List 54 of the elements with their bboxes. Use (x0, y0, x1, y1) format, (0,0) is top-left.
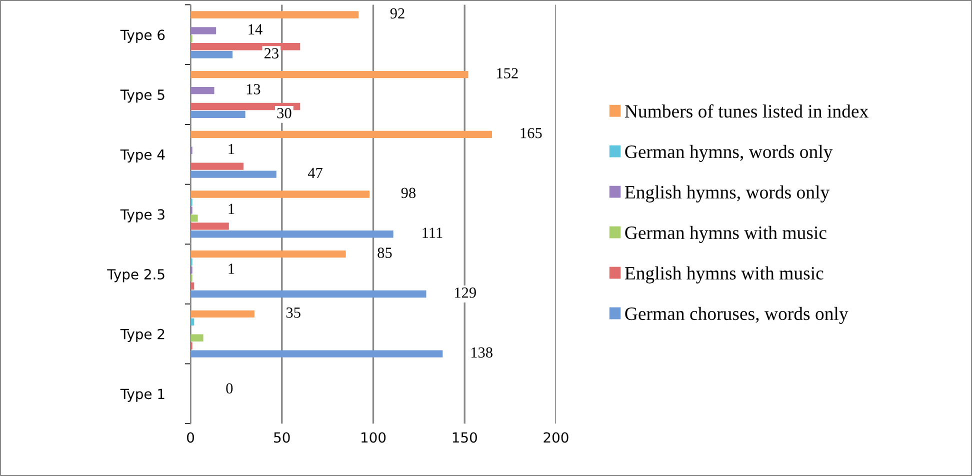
y-tick-label: Type 6 (120, 30, 165, 43)
bar (190, 51, 233, 58)
bar (190, 130, 492, 138)
data-label: 1 (228, 264, 234, 274)
data-label: 129 (455, 288, 476, 298)
bar (190, 230, 394, 238)
y-tick-label: Type 4 (120, 150, 165, 163)
legend-label: English hymns, words only (624, 185, 830, 202)
bar (190, 214, 198, 222)
data-label: 165 (520, 128, 542, 138)
bar (190, 70, 468, 78)
data-label: 92 (390, 8, 404, 19)
bar (190, 162, 244, 170)
y-tick-label: Type 5 (120, 90, 164, 103)
data-label: 30 (277, 108, 292, 118)
bar (190, 310, 254, 318)
legend-label: German hymns with music (625, 226, 826, 243)
legend-label: English hymns with music (624, 266, 824, 284)
data-label: 35 (286, 307, 300, 318)
bar (190, 350, 443, 358)
data-label: 14 (248, 24, 262, 34)
data-label: 138 (471, 347, 492, 358)
data-label: 1 (228, 144, 234, 154)
data-label: 13 (246, 84, 260, 94)
bar (190, 86, 214, 94)
data-label: 111 (422, 228, 442, 238)
x-tick-label: 100 (362, 432, 386, 443)
data-label: 0 (226, 383, 233, 394)
x-tick-label: 150 (452, 432, 477, 443)
legend-label: Numbers of tunes listed in index (624, 104, 868, 118)
legend-label: German hymns, words only (625, 144, 833, 162)
data-label: 47 (308, 168, 322, 178)
data-label: 1 (228, 204, 234, 214)
bar (190, 11, 359, 18)
x-tick-label: 0 (187, 432, 194, 443)
y-tick-label: Type 3 (120, 209, 164, 222)
x-tick-label: 200 (544, 432, 568, 443)
bar (190, 190, 370, 198)
data-label: 85 (378, 248, 392, 258)
y-tick-label: Type 2 (120, 328, 164, 342)
bar (190, 170, 276, 178)
data-label: 152 (497, 68, 518, 78)
data-label: 98 (401, 188, 416, 198)
bar (190, 27, 216, 34)
x-tick-label: 50 (274, 432, 290, 443)
data-label: 23 (264, 48, 278, 58)
bar (190, 110, 246, 118)
bar (190, 290, 426, 298)
legend-label: German choruses, words only (625, 306, 848, 324)
bar (190, 250, 346, 258)
bar (190, 334, 204, 342)
bar (190, 222, 229, 230)
y-tick-label: Type 2.5 (107, 269, 164, 282)
y-tick-label: Type 1 (120, 388, 164, 402)
